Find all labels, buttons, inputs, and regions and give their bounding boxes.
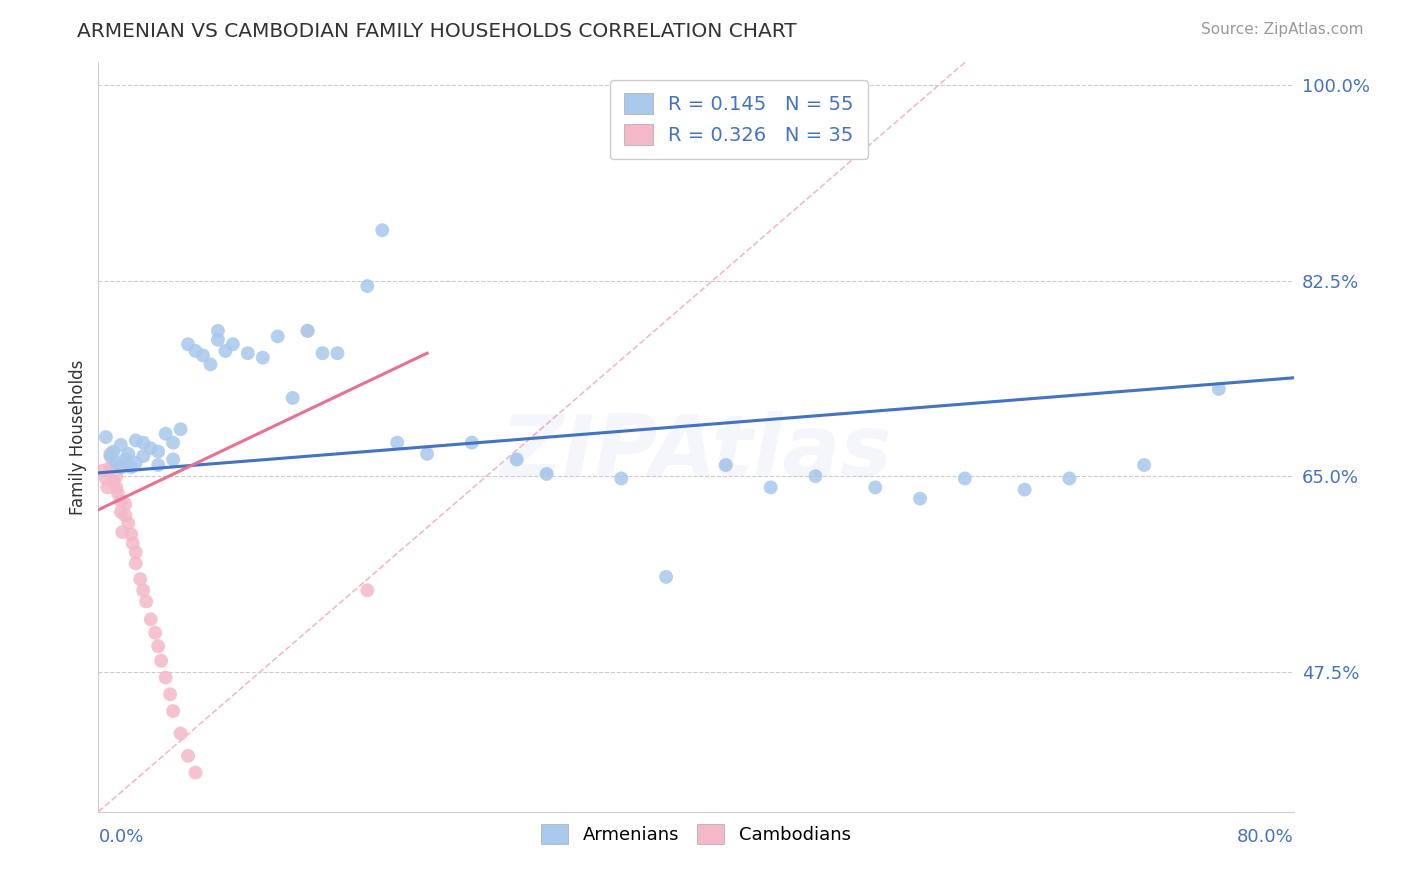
- Point: [177, 337, 200, 351]
- Point: [91, 464, 114, 478]
- Point: [103, 475, 125, 489]
- Point: [105, 456, 128, 470]
- Point: [714, 458, 737, 472]
- Point: [121, 536, 143, 550]
- Point: [1133, 458, 1156, 472]
- Point: [356, 279, 378, 293]
- Point: [103, 458, 125, 472]
- Point: [110, 438, 132, 452]
- Point: [311, 346, 333, 360]
- Point: [148, 458, 170, 472]
- Point: [281, 391, 304, 405]
- Point: [110, 505, 132, 519]
- Point: [610, 471, 633, 485]
- Point: [297, 324, 319, 338]
- Text: 0.0%: 0.0%: [98, 829, 143, 847]
- Point: [461, 435, 484, 450]
- Point: [150, 654, 173, 668]
- Point: [125, 456, 148, 470]
- Point: [908, 491, 931, 506]
- Point: [110, 460, 132, 475]
- Point: [1208, 382, 1230, 396]
- Point: [117, 458, 139, 472]
- Point: [416, 447, 439, 461]
- Point: [110, 493, 132, 508]
- Point: [177, 748, 200, 763]
- Point: [98, 460, 122, 475]
- Point: [536, 467, 558, 481]
- Point: [155, 426, 177, 441]
- Point: [155, 671, 177, 685]
- Point: [236, 346, 259, 360]
- Point: [297, 324, 319, 338]
- Point: [506, 452, 529, 467]
- Text: 80.0%: 80.0%: [1237, 829, 1294, 847]
- Point: [252, 351, 274, 365]
- Point: [107, 486, 129, 500]
- Point: [132, 435, 155, 450]
- Point: [804, 469, 827, 483]
- Point: [169, 422, 191, 436]
- Point: [105, 469, 128, 483]
- Point: [125, 545, 148, 559]
- Point: [114, 508, 136, 523]
- Text: Source: ZipAtlas.com: Source: ZipAtlas.com: [1201, 22, 1364, 37]
- Point: [135, 594, 157, 608]
- Point: [148, 444, 170, 458]
- Point: [371, 223, 394, 237]
- Point: [117, 516, 139, 531]
- Point: [125, 557, 148, 571]
- Point: [98, 447, 122, 461]
- Point: [162, 704, 184, 718]
- Point: [207, 324, 229, 338]
- Point: [129, 572, 152, 586]
- Point: [184, 765, 207, 780]
- Point: [94, 430, 117, 444]
- Point: [1014, 483, 1036, 497]
- Point: [162, 435, 184, 450]
- Point: [120, 527, 142, 541]
- Point: [117, 447, 139, 461]
- Point: [200, 358, 222, 372]
- Point: [94, 471, 117, 485]
- Point: [148, 639, 170, 653]
- Point: [385, 435, 409, 450]
- Point: [105, 480, 128, 494]
- Point: [114, 452, 136, 467]
- Point: [169, 726, 191, 740]
- Point: [191, 348, 214, 362]
- Point: [132, 583, 155, 598]
- Point: [356, 583, 378, 598]
- Point: [120, 460, 142, 475]
- Point: [1059, 471, 1081, 485]
- Legend: Armenians, Cambodians: Armenians, Cambodians: [534, 817, 858, 851]
- Point: [139, 442, 162, 456]
- Text: ARMENIAN VS CAMBODIAN FAMILY HOUSEHOLDS CORRELATION CHART: ARMENIAN VS CAMBODIAN FAMILY HOUSEHOLDS …: [77, 22, 797, 41]
- Point: [114, 497, 136, 511]
- Point: [759, 480, 782, 494]
- Point: [103, 444, 125, 458]
- Point: [326, 346, 349, 360]
- Point: [139, 612, 162, 626]
- Point: [655, 570, 678, 584]
- Point: [214, 343, 236, 358]
- Point: [207, 333, 229, 347]
- Point: [184, 343, 207, 358]
- Text: ZIPAtlas: ZIPAtlas: [501, 410, 891, 493]
- Point: [132, 449, 155, 463]
- Point: [953, 471, 976, 485]
- Point: [96, 480, 118, 494]
- Point: [222, 337, 245, 351]
- Point: [125, 434, 148, 448]
- Point: [159, 687, 181, 701]
- Point: [865, 480, 887, 494]
- Y-axis label: Family Households: Family Households: [69, 359, 87, 515]
- Point: [143, 625, 166, 640]
- Point: [111, 525, 134, 540]
- Point: [98, 449, 122, 463]
- Point: [162, 452, 184, 467]
- Point: [267, 329, 290, 343]
